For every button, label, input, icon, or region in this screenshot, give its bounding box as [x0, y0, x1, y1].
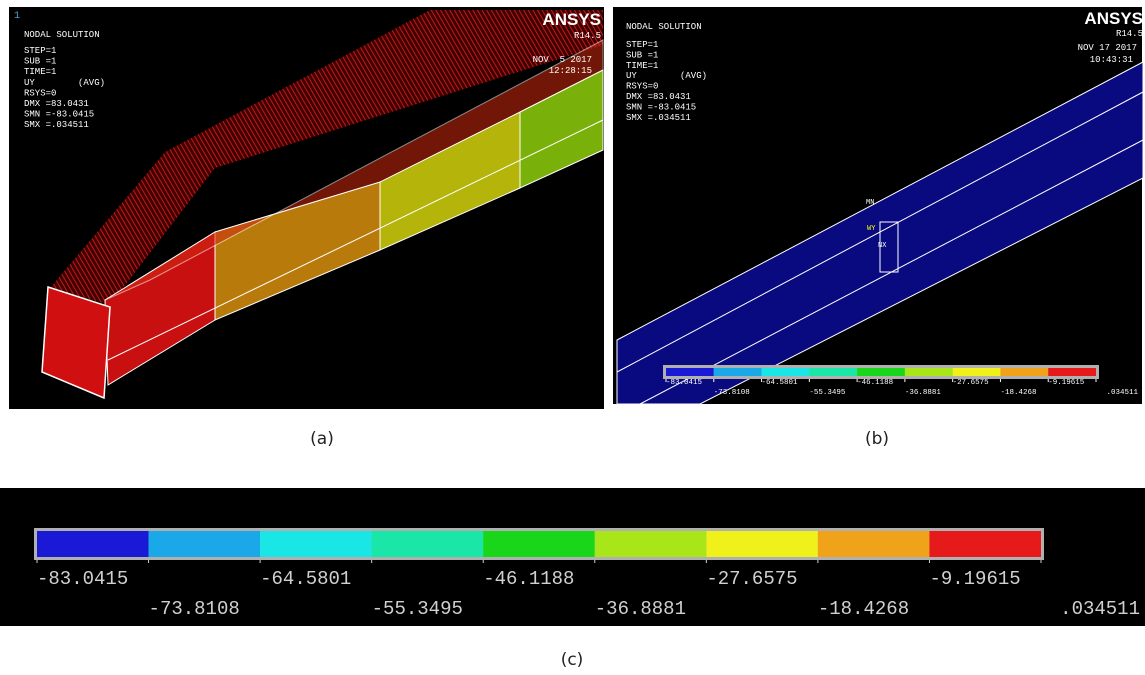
- info-line: STEP=1: [24, 46, 56, 56]
- legend-label: -83.0415: [666, 379, 703, 387]
- legend-swatch: [37, 531, 149, 557]
- date: NOV 17 2017: [1078, 43, 1137, 53]
- legend-label: -73.8108: [149, 598, 240, 620]
- legend-swatch: [809, 368, 857, 376]
- info-line: RSYS=0: [626, 82, 658, 92]
- legend-swatch: [714, 368, 762, 376]
- legend-swatch: [953, 368, 1001, 376]
- caption: (a): [310, 429, 334, 449]
- node-label: NX: [878, 242, 887, 250]
- info-line: SMN =-83.0415: [24, 110, 94, 120]
- brand: ANSYS: [542, 10, 601, 29]
- legend-label: -36.8881: [905, 389, 942, 397]
- info-line: DMX =83.0431: [626, 92, 691, 102]
- info-line: SUB =1: [24, 57, 56, 67]
- panel-c: -83.0415 -73.8108 -64.5801 -55.3495 -46.1188…: [0, 488, 1145, 626]
- info-line: UY (AVG): [24, 78, 105, 88]
- info-line: SMN =-83.0415: [626, 102, 696, 112]
- legend-label: -64.5801: [762, 379, 799, 387]
- legend-label: -27.6575: [953, 379, 990, 387]
- info-line: TIME=1: [626, 61, 658, 71]
- info-line: DMX =83.0431: [24, 99, 89, 109]
- info-line: RSYS=0: [24, 88, 56, 98]
- version: R14.5: [1116, 29, 1143, 39]
- legend-label: -18.4268: [818, 598, 909, 620]
- legend-swatch: [1000, 368, 1048, 376]
- caption: (c): [561, 650, 584, 670]
- legend-label: -64.5801: [260, 568, 351, 590]
- info-line: SUB =1: [626, 50, 658, 60]
- legend-swatch: [706, 531, 818, 557]
- legend-label: .034511: [1060, 598, 1140, 620]
- legend-swatch: [1048, 368, 1096, 376]
- legend-swatch: [260, 531, 372, 557]
- legend-swatch: [818, 531, 930, 557]
- info-line: NODAL SOLUTION: [24, 30, 100, 40]
- date: NOV 5 2017: [533, 55, 592, 65]
- brand: ANSYS: [1084, 9, 1143, 28]
- legend-swatch: [595, 531, 707, 557]
- legend-swatch: [149, 531, 261, 557]
- legend-swatch: [372, 531, 484, 557]
- legend-label: -27.6575: [706, 568, 797, 590]
- info-line: UY (AVG): [626, 71, 707, 81]
- time: 12:28:15: [549, 66, 592, 76]
- legend-label: -73.8108: [714, 389, 750, 397]
- info-line: STEP=1: [626, 40, 658, 50]
- legend-label: -46.1188: [483, 568, 574, 590]
- legend-swatch: [905, 368, 953, 376]
- node-label: MN: [866, 199, 874, 207]
- legend-label: -36.8881: [595, 598, 686, 620]
- legend-swatch: [483, 531, 595, 557]
- info-line: TIME=1: [24, 67, 56, 77]
- legend-label: -55.3495: [809, 389, 846, 397]
- legend-label: -18.4268: [1000, 389, 1036, 397]
- legend-label: -9.19615: [929, 568, 1020, 590]
- legend-label: -55.3495: [372, 598, 463, 620]
- legend-swatch: [666, 368, 714, 376]
- time: 10:43:31: [1090, 55, 1133, 65]
- frame-number: 1: [14, 11, 20, 22]
- legend-label: -83.0415: [37, 568, 128, 590]
- info-line: NODAL SOLUTION: [626, 22, 702, 32]
- legend-label: -46.1188: [857, 379, 893, 387]
- node-label: WY: [867, 225, 876, 233]
- legend-swatch: [762, 368, 810, 376]
- legend-label: -9.19615: [1048, 379, 1085, 387]
- caption: (b): [865, 429, 889, 449]
- figure: 1 NODAL SOLUTIONSTEP=1SUB =1TIME=1UY (AV…: [0, 0, 1145, 675]
- version: R14.5: [574, 31, 601, 41]
- legend-swatch: [929, 531, 1041, 557]
- info-line: SMX =.034511: [24, 120, 89, 130]
- info-line: SMX =.034511: [626, 113, 691, 123]
- legend-swatch: [857, 368, 905, 376]
- legend-label: .034511: [1106, 389, 1138, 397]
